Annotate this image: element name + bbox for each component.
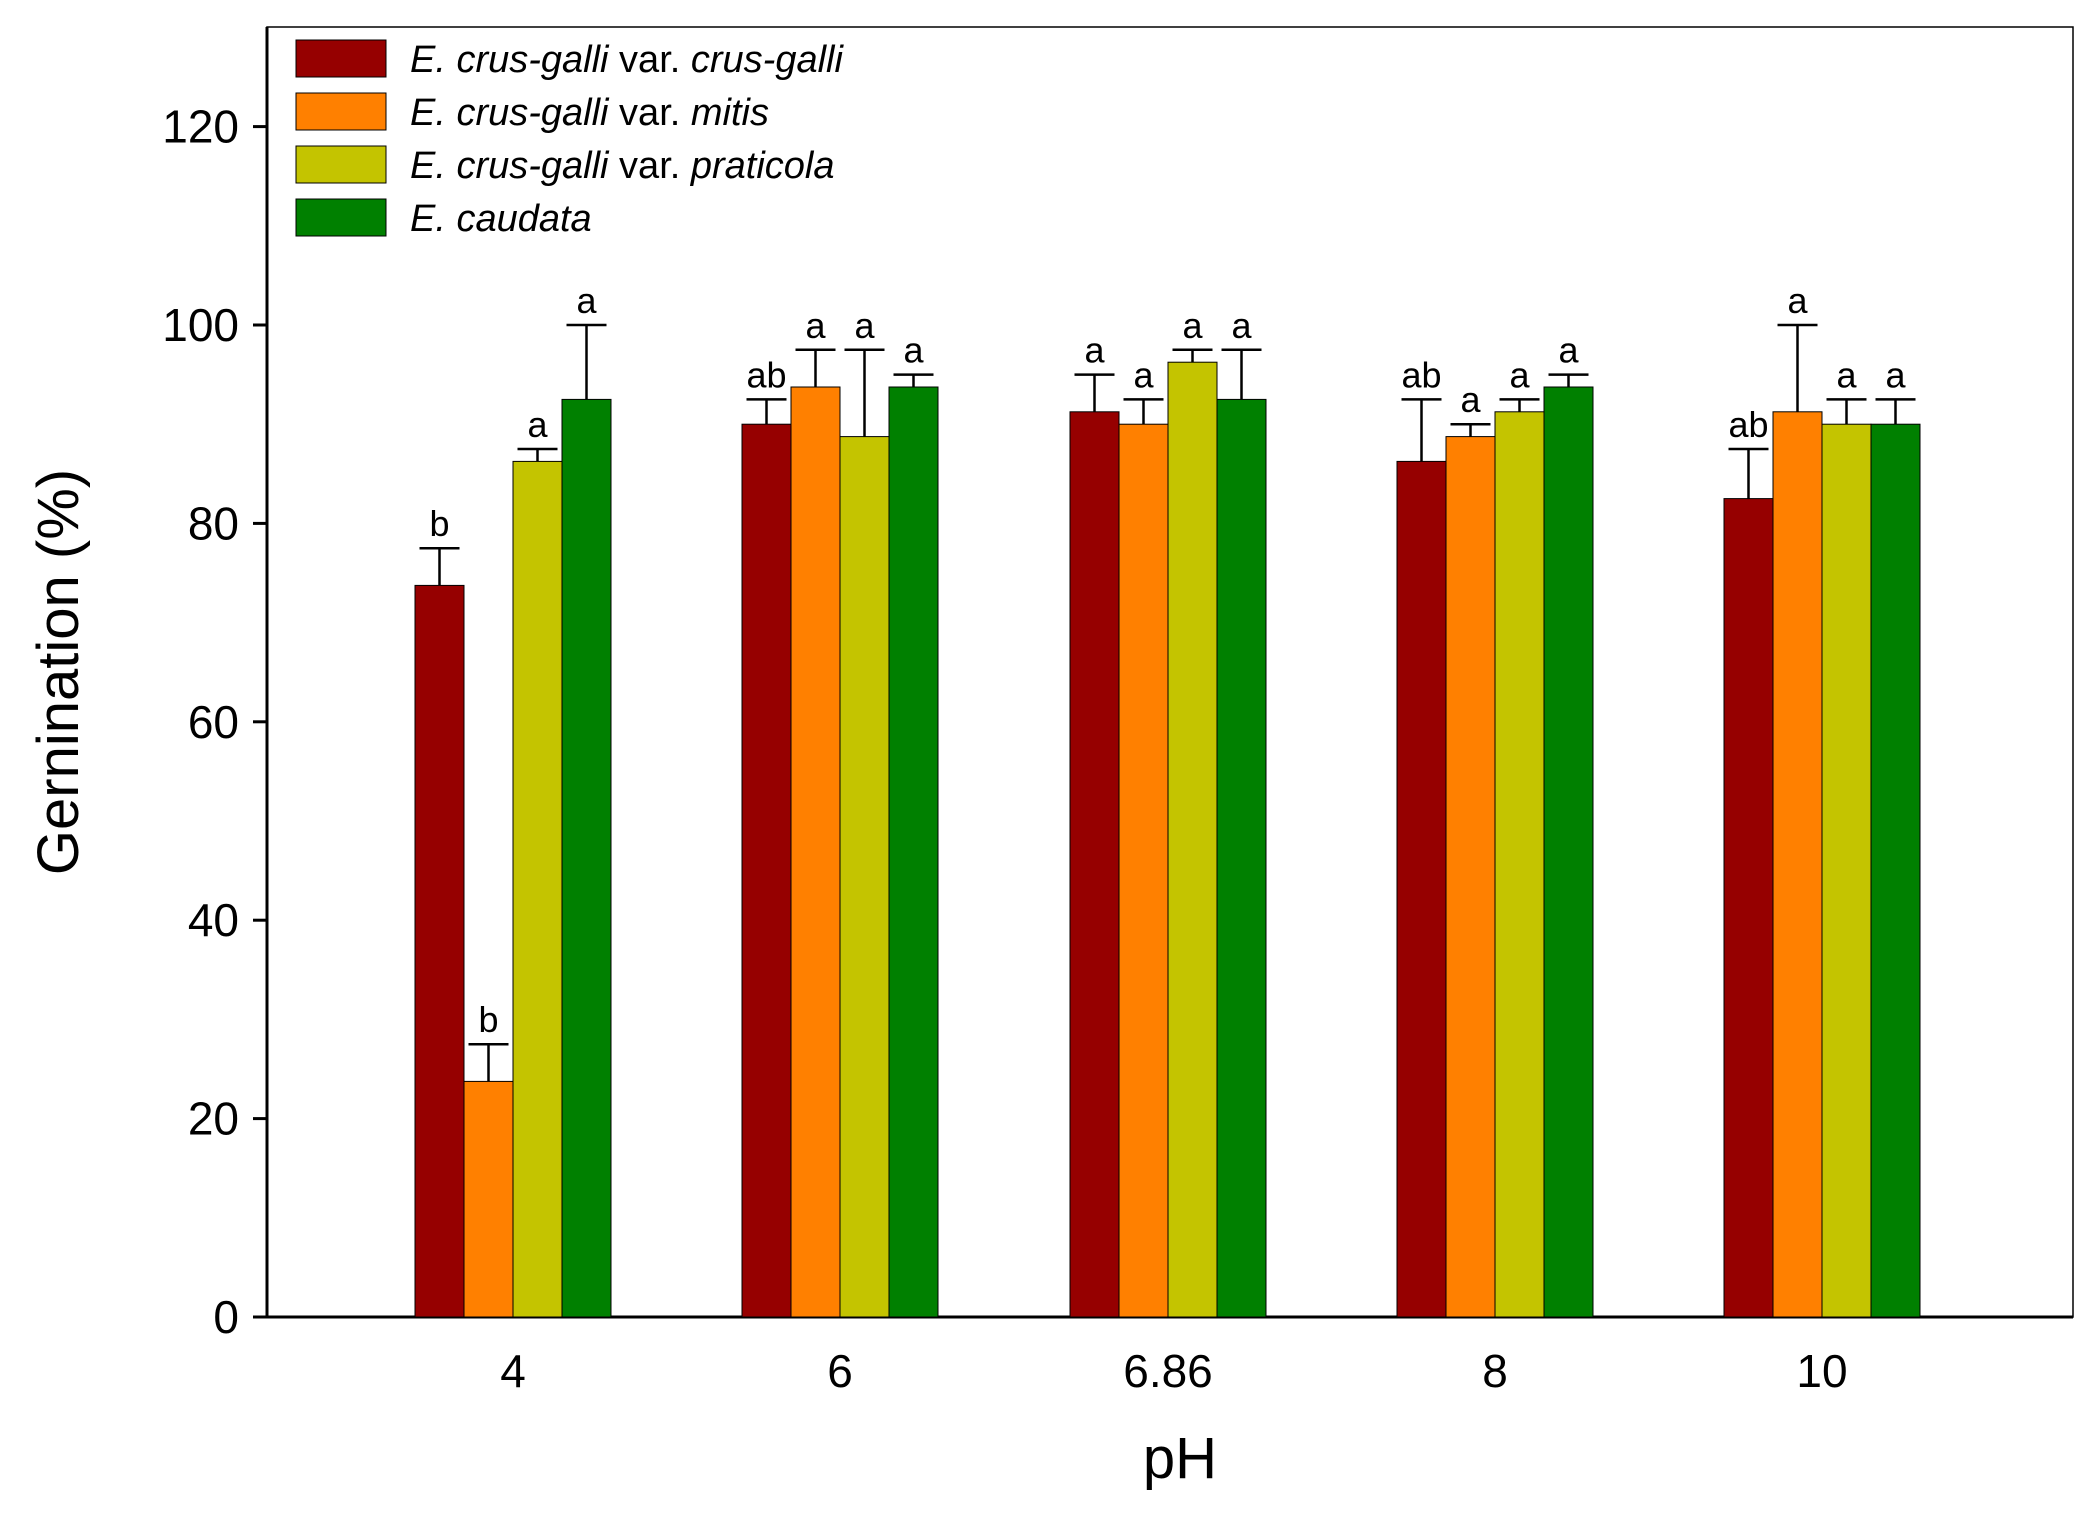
significance-label: a bbox=[1836, 354, 1857, 395]
legend-label: E. crus-galli var. mitis bbox=[410, 92, 769, 134]
bar bbox=[1870, 423, 1921, 1318]
legend-swatch bbox=[295, 92, 387, 131]
significance-label: a bbox=[1509, 354, 1530, 395]
significance-label: a bbox=[1885, 354, 1906, 395]
x-tick-label: 8 bbox=[1482, 1345, 1508, 1397]
legend-label-part: E. crus-galli bbox=[410, 39, 610, 81]
bar bbox=[561, 398, 612, 1318]
significance-label: a bbox=[1460, 379, 1481, 420]
bar bbox=[1543, 386, 1594, 1318]
significance-label: a bbox=[1084, 330, 1105, 371]
legend-label-part: var. bbox=[609, 145, 691, 187]
bar bbox=[1494, 411, 1545, 1318]
significance-label: ab bbox=[1728, 404, 1768, 445]
bar bbox=[1396, 460, 1447, 1318]
bar bbox=[1772, 411, 1823, 1318]
significance-label: a bbox=[1182, 305, 1203, 346]
y-tick-label: 80 bbox=[188, 497, 239, 549]
significance-label: a bbox=[1231, 305, 1252, 346]
bar bbox=[1216, 398, 1267, 1318]
significance-label: b bbox=[478, 999, 498, 1040]
x-tick-label: 10 bbox=[1796, 1345, 1847, 1397]
bar bbox=[414, 584, 465, 1318]
legend-swatch bbox=[295, 39, 387, 78]
bar bbox=[1069, 411, 1120, 1318]
y-tick-label: 0 bbox=[213, 1291, 239, 1343]
legend-label-part: mitis bbox=[691, 92, 769, 134]
significance-label: a bbox=[854, 305, 875, 346]
y-axis-title: Gernination (%) bbox=[26, 469, 91, 875]
bar bbox=[463, 1080, 514, 1318]
legend-label-part: praticola bbox=[690, 145, 835, 187]
y-axis-ticks: 0 20 40 60 80 100 120 bbox=[162, 101, 267, 1343]
legend-swatch bbox=[295, 198, 387, 237]
significance-label: a bbox=[805, 305, 826, 346]
legend-label-part: E. crus-galli bbox=[410, 145, 610, 187]
significance-label: a bbox=[576, 280, 597, 321]
y-tick-label: 100 bbox=[162, 299, 239, 351]
bar bbox=[1821, 423, 1872, 1318]
significance-label: b bbox=[429, 503, 449, 544]
significance-label: ab bbox=[1401, 354, 1441, 395]
bar bbox=[839, 436, 890, 1318]
bar bbox=[1723, 498, 1774, 1318]
y-tick-label: 60 bbox=[188, 696, 239, 748]
legend-swatch bbox=[295, 145, 387, 184]
significance-label: ab bbox=[746, 354, 786, 395]
significance-label: a bbox=[1787, 280, 1808, 321]
legend-label-part: E. crus-galli bbox=[410, 92, 610, 134]
legend-label: E. crus-galli var. praticola bbox=[410, 145, 835, 187]
legend-label-part: var. bbox=[609, 92, 691, 134]
y-tick-label: 40 bbox=[188, 894, 239, 946]
legend-label-part: var. bbox=[609, 39, 691, 81]
significance-label: a bbox=[903, 330, 924, 371]
bar bbox=[512, 460, 563, 1318]
x-axis-ticks: 4 6 6.86 8 10 bbox=[500, 1345, 1847, 1397]
bar bbox=[888, 386, 939, 1318]
legend-label-part: E. caudata bbox=[410, 198, 592, 240]
significance-label: a bbox=[1558, 330, 1579, 371]
legend-label: E. crus-galli var. crus-galli bbox=[410, 39, 844, 81]
x-tick-label: 4 bbox=[500, 1345, 526, 1397]
legend-label-part: crus-galli bbox=[691, 39, 845, 81]
y-tick-label: 20 bbox=[188, 1093, 239, 1145]
bar bbox=[741, 423, 792, 1318]
bar bbox=[1118, 423, 1169, 1318]
legend-label: E. caudata bbox=[410, 198, 592, 240]
bar bbox=[1445, 436, 1496, 1318]
significance-label: a bbox=[527, 404, 548, 445]
bar bbox=[1167, 361, 1218, 1318]
x-axis-title: pH bbox=[1143, 1426, 1217, 1491]
x-tick-label: 6 bbox=[827, 1345, 853, 1397]
significance-label: a bbox=[1133, 354, 1154, 395]
y-tick-label: 120 bbox=[162, 101, 239, 153]
x-tick-label: 6.86 bbox=[1123, 1345, 1213, 1397]
bar bbox=[790, 386, 841, 1318]
